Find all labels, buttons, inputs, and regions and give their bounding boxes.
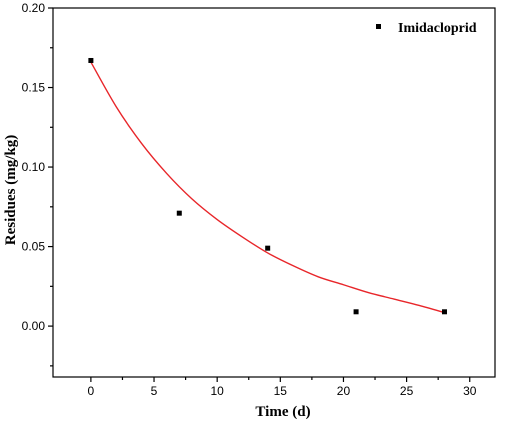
y-tick-label: 0.15 bbox=[22, 81, 46, 95]
y-tick-label: 0.20 bbox=[22, 1, 46, 15]
data-point bbox=[265, 245, 271, 251]
data-point bbox=[176, 210, 182, 216]
fit-layer bbox=[90, 61, 445, 314]
plot-frame bbox=[52, 7, 496, 378]
x-axis-title: Time (d) bbox=[255, 404, 310, 420]
x-tick-label: 15 bbox=[274, 384, 288, 398]
legend-label: Imidacloprid bbox=[398, 21, 477, 36]
legend: Imidacloprid bbox=[376, 21, 477, 36]
legend-marker bbox=[376, 24, 381, 29]
x-tick-label: 0 bbox=[88, 384, 95, 398]
data-point bbox=[441, 309, 447, 315]
data-point bbox=[88, 57, 94, 63]
points-layer bbox=[88, 57, 447, 315]
y-tick-label: 0.00 bbox=[22, 319, 46, 333]
data-point bbox=[353, 309, 359, 315]
y-tick-label: 0.10 bbox=[22, 160, 46, 174]
x-tick-label: 10 bbox=[210, 384, 224, 398]
y-tick-label: 0.05 bbox=[22, 240, 46, 254]
x-tick-label: 5 bbox=[151, 384, 158, 398]
fit-curve bbox=[90, 61, 445, 314]
x-tick-label: 30 bbox=[463, 384, 477, 398]
axes: 0 5 10 15 20 25 30 0.00 0.05 0.10 0.15 0.20 bbox=[22, 1, 496, 398]
x-tick-label: 25 bbox=[400, 384, 414, 398]
x-tick-label: 20 bbox=[337, 384, 351, 398]
y-axis-title: Residues (mg/kg) bbox=[3, 135, 19, 245]
